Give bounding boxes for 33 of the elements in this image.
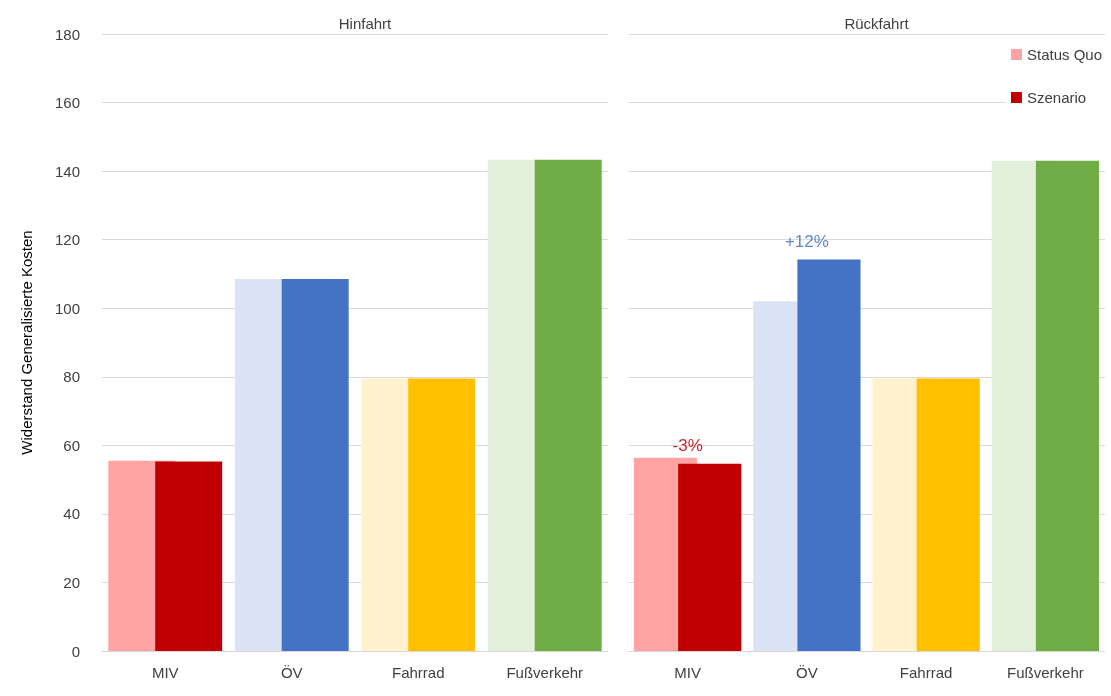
y-tick-label: 160 xyxy=(54,94,80,112)
legend-label: Szenario xyxy=(1026,89,1087,106)
y-tick-label: 120 xyxy=(54,231,80,249)
legend-label: Status Quo xyxy=(1026,46,1102,63)
bar xyxy=(678,463,742,651)
y-tick-label: 60 xyxy=(63,436,80,454)
x-tick-label: ÖV xyxy=(796,664,818,681)
y-tick-label: 20 xyxy=(63,573,80,591)
bar xyxy=(1035,160,1100,651)
y-tick-label: 80 xyxy=(63,368,80,386)
x-tick-label: Fahrrad xyxy=(899,664,953,681)
bar xyxy=(534,159,602,651)
chart-title: Rückfahrt xyxy=(844,15,910,32)
y-tick-label: 180 xyxy=(54,25,80,43)
y-tick-label: 0 xyxy=(71,642,80,660)
bar xyxy=(916,378,980,651)
bar xyxy=(155,461,223,651)
x-tick-label: Fußverkehr xyxy=(506,664,584,681)
annotation: -3% xyxy=(672,435,703,455)
bar xyxy=(408,378,476,651)
y-tick-label: 100 xyxy=(54,299,80,317)
x-tick-label: Fußverkehr xyxy=(1007,664,1084,681)
x-tick-label: ÖV xyxy=(280,664,303,681)
y-tick-label: 140 xyxy=(54,162,80,180)
x-tick-label: MIV xyxy=(674,664,701,681)
y-axis-title: Widerstand Generalisierte Kosten xyxy=(18,230,35,455)
x-tick-label: MIV xyxy=(151,664,179,681)
annotation: +12% xyxy=(784,231,829,251)
bar xyxy=(797,259,861,651)
y-tick-label: 40 xyxy=(63,505,80,523)
bar xyxy=(281,279,349,651)
x-tick-label: Fahrrad xyxy=(391,664,445,681)
chart-title: Hinfahrt xyxy=(338,15,393,32)
